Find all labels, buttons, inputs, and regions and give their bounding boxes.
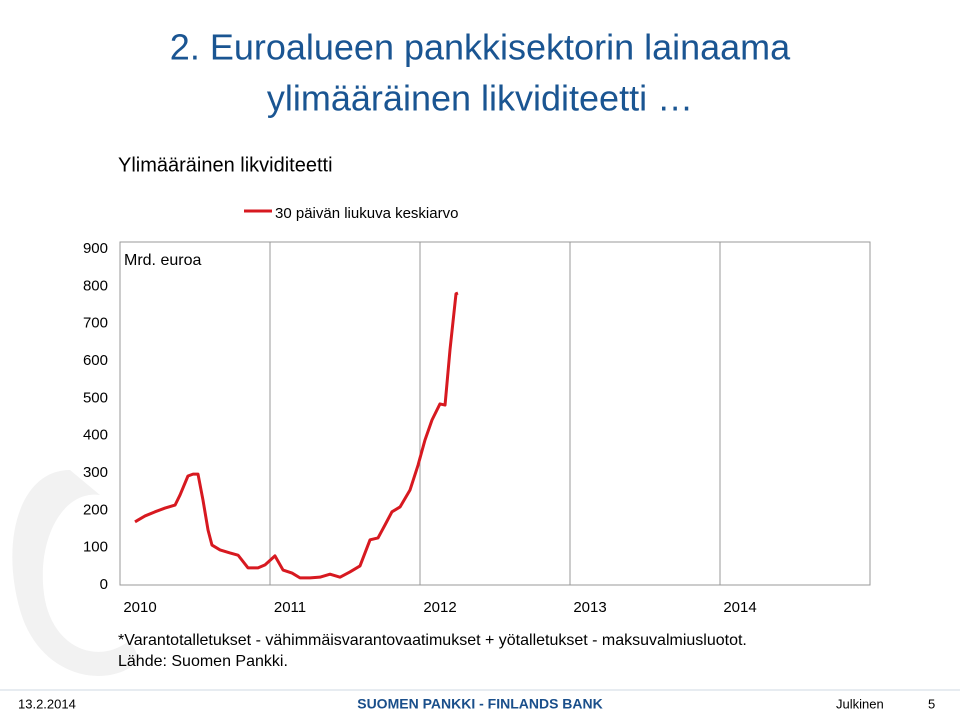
y-tick-label: 200	[83, 501, 108, 518]
x-tick-label: 2011	[274, 599, 306, 616]
y-tick-label: 0	[100, 576, 108, 593]
x-tick-label: 2012	[423, 599, 456, 616]
y-tick-label: 900	[83, 240, 108, 257]
y-tick-label: 300	[83, 464, 108, 481]
footer-page: 5	[928, 696, 935, 711]
x-tick-label: 2014	[723, 599, 756, 616]
y-axis-label: Mrd. euroa	[124, 252, 201, 269]
y-tick-label: 700	[83, 315, 108, 332]
plot-frame	[119, 241, 871, 586]
x-tick-label: 2013	[573, 599, 606, 616]
data-line	[134, 291, 459, 580]
y-tick-label: 400	[83, 427, 108, 444]
chart-title: Ylimääräinen likviditeetti	[118, 154, 333, 176]
footnote: Lähde: Suomen Pankki.	[118, 653, 288, 670]
legend-label: 30 päivän liukuva keskiarvo	[275, 205, 458, 222]
euro-watermark	[12, 470, 140, 676]
y-tick-label: 100	[83, 539, 108, 556]
slide-title: ylimääräinen likviditeetti …	[267, 78, 693, 119]
footer-bank: SUOMEN PANKKI - FINLANDS BANK	[357, 696, 603, 712]
footnote: *Varantotalletukset - vähimmäisvarantova…	[118, 632, 747, 649]
y-tick-label: 600	[83, 352, 108, 369]
slide-title: 2. Euroalueen pankkisektorin lainaama	[170, 27, 791, 68]
footer-class: Julkinen	[836, 696, 884, 711]
x-tick-label: 2010	[123, 599, 156, 616]
y-tick-label: 500	[83, 389, 108, 406]
footer-date: 13.2.2014	[18, 696, 76, 711]
y-tick-label: 800	[83, 277, 108, 294]
